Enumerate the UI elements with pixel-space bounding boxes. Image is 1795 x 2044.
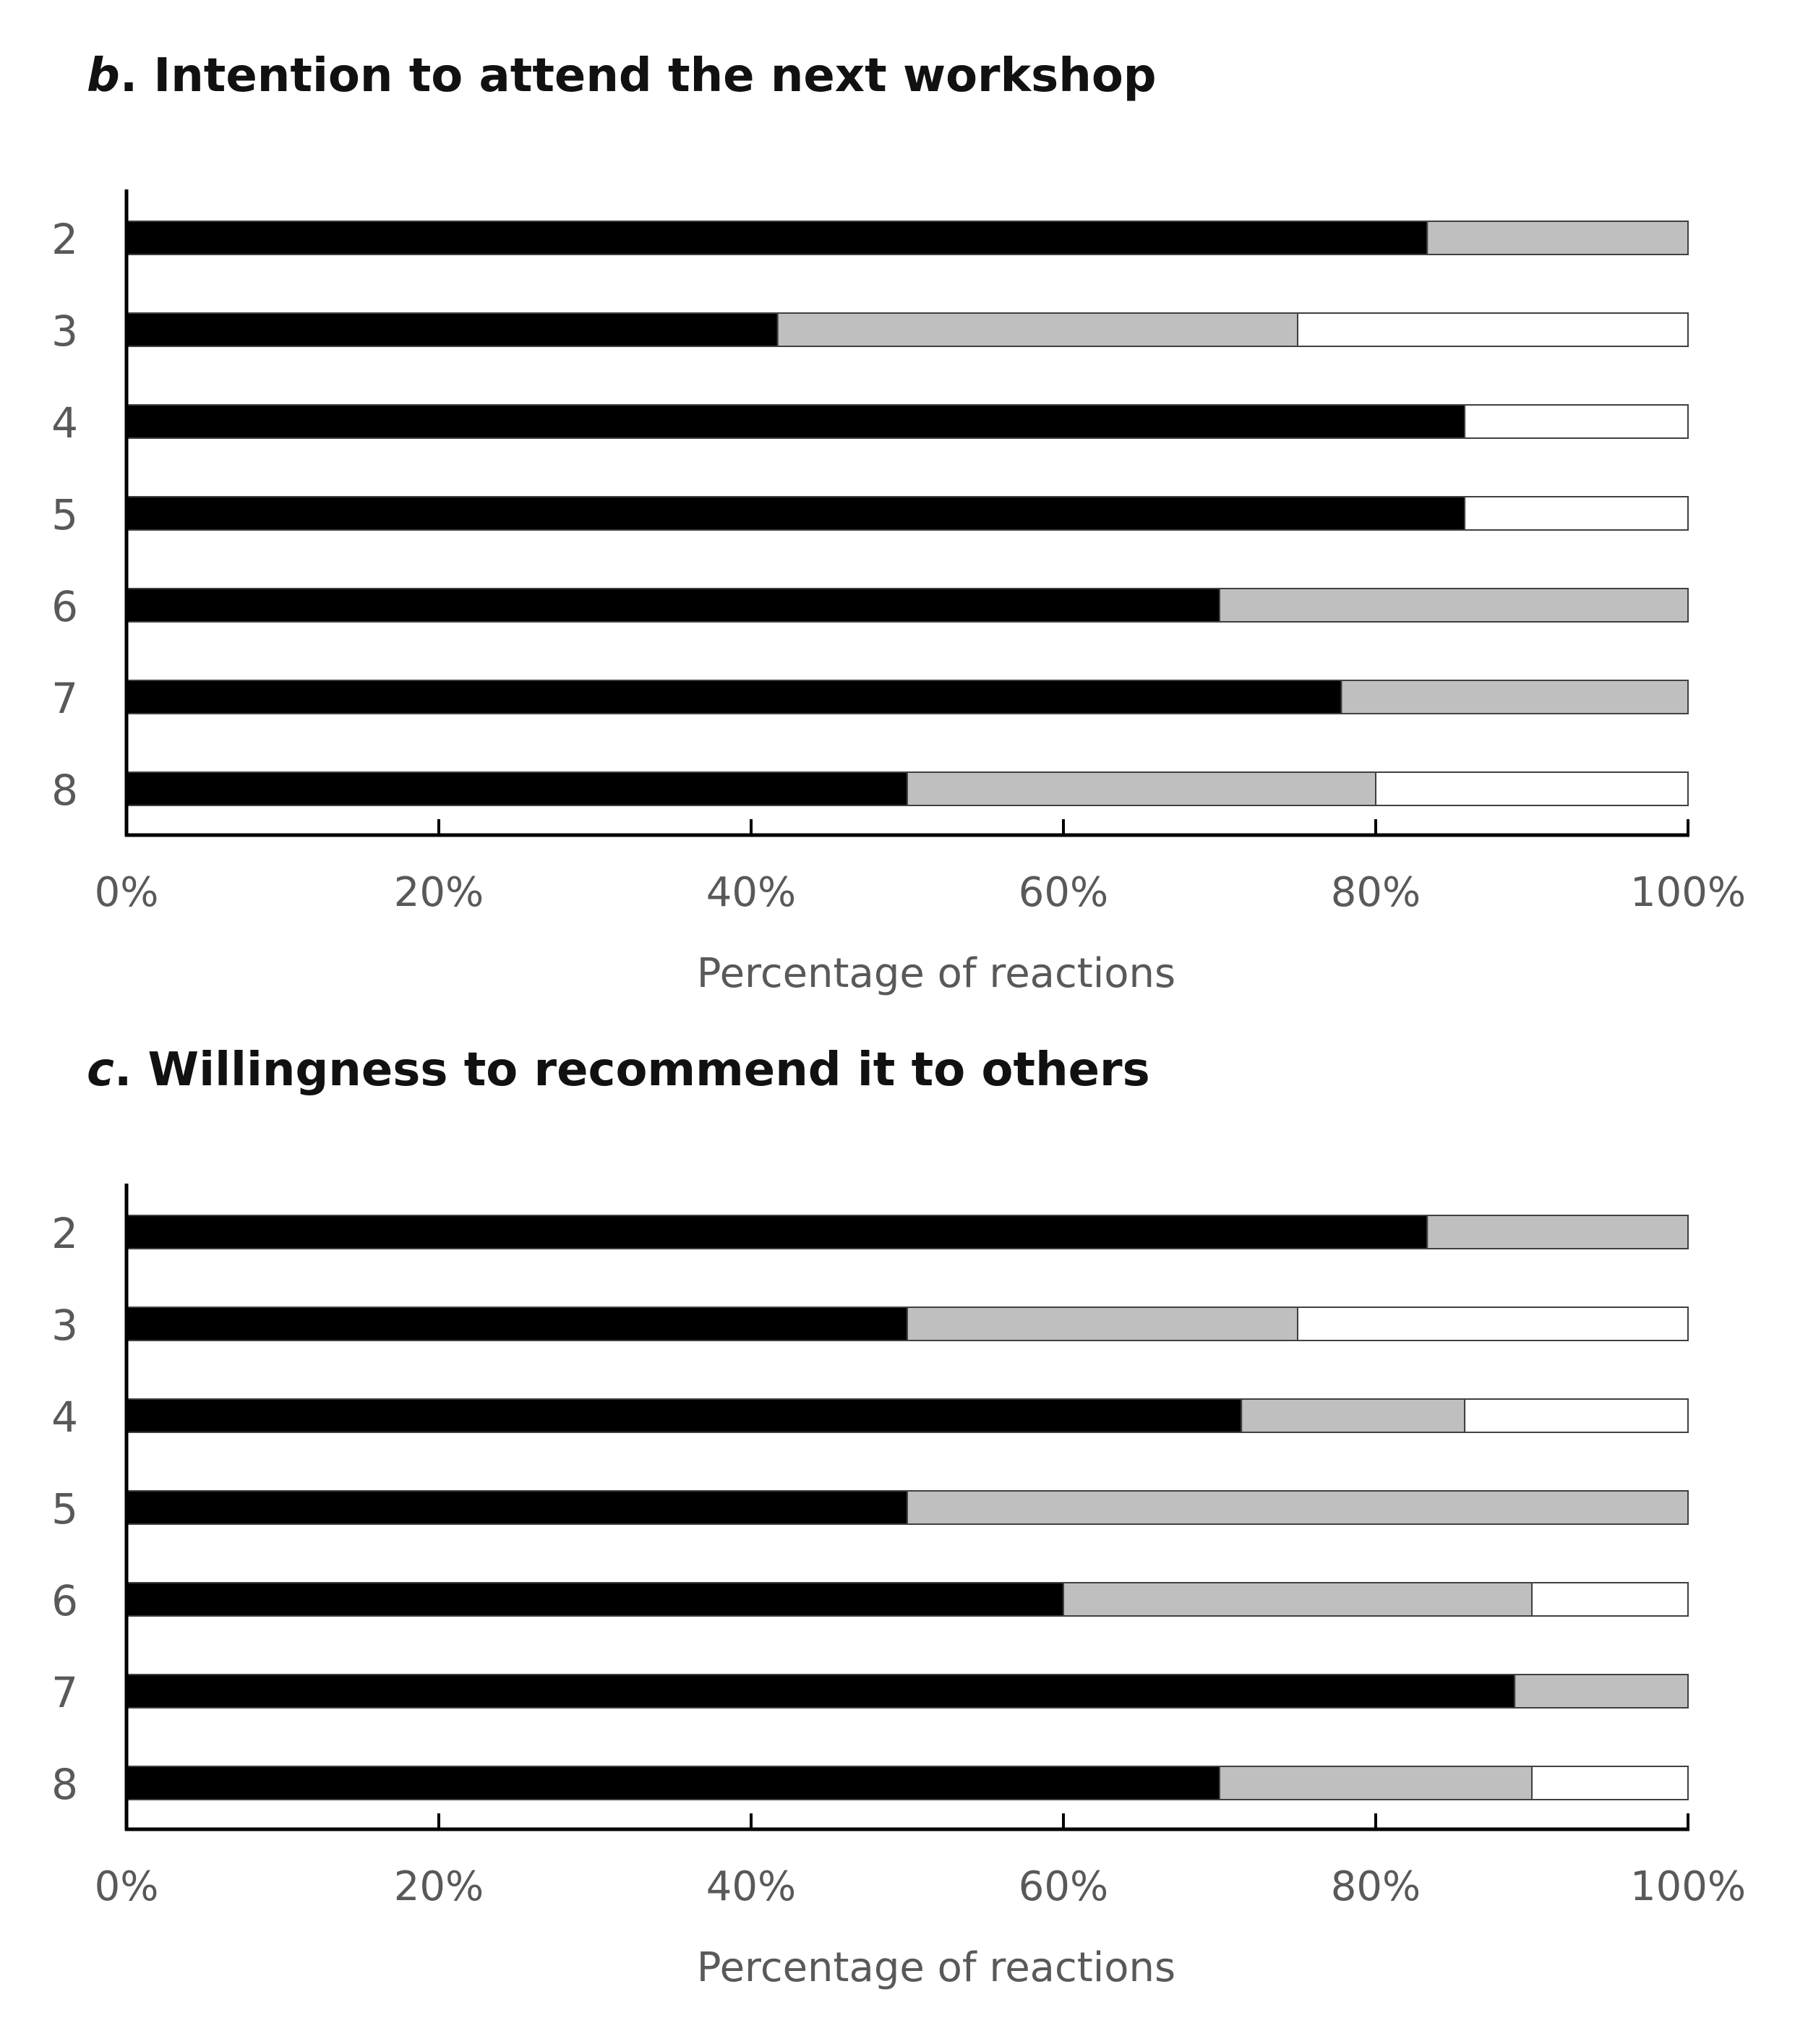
bar-row-4 — [126, 1398, 1689, 1433]
bar-segment-2-1 — [126, 221, 1428, 255]
bar-segment-4-3 — [1464, 404, 1689, 439]
bar-row-4 — [126, 404, 1689, 439]
y-tick-label: 8 — [51, 766, 78, 815]
bar-segment-2-1 — [126, 1215, 1428, 1249]
x-tick-label: 60% — [1019, 1863, 1108, 1910]
panel-letter: c — [87, 1043, 114, 1097]
x-tick-label: 40% — [706, 1863, 796, 1910]
bar-row-3 — [126, 312, 1689, 347]
x-axis-title: Percentage of reactions — [697, 1944, 1175, 1991]
y-tick-label: 3 — [51, 307, 78, 356]
y-tick-label: 3 — [51, 1301, 78, 1350]
bar-segment-5-1 — [126, 496, 1466, 531]
bar-segment-3-2 — [907, 1307, 1298, 1341]
bar-segment-3-1 — [126, 312, 779, 347]
y-tick-label: 5 — [51, 1484, 78, 1534]
bar-segment-8-3 — [1531, 1766, 1689, 1800]
x-tick-label: 20% — [394, 869, 484, 916]
y-tick-label: 4 — [51, 398, 78, 448]
bar-segment-3-3 — [1297, 1307, 1689, 1341]
bar-segment-7-1 — [126, 680, 1342, 714]
bar-row-8 — [126, 1766, 1689, 1800]
bar-segment-4-3 — [1464, 1398, 1689, 1433]
x-tick-label: 0% — [95, 1863, 159, 1910]
x-tick-label: 20% — [394, 1863, 484, 1910]
bar-segment-7-2 — [1514, 1674, 1689, 1709]
x-tick-label: 80% — [1331, 1863, 1421, 1910]
y-tick-label: 2 — [51, 215, 78, 264]
bar-row-6 — [126, 1582, 1689, 1617]
x-tick-label: 100% — [1630, 1863, 1746, 1910]
bar-segment-2-2 — [1426, 1215, 1689, 1249]
title-text: Willingness to recommend it to others — [147, 1043, 1150, 1097]
bar-segment-4-1 — [126, 404, 1466, 439]
bar-segment-6-1 — [126, 588, 1220, 623]
bar-row-7 — [126, 680, 1689, 714]
x-tick-label: 100% — [1630, 869, 1746, 916]
bar-segment-8-2 — [1219, 1766, 1533, 1800]
bar-segment-4-2 — [1241, 1398, 1466, 1433]
bar-row-8 — [126, 771, 1689, 806]
panel-b: b. Intention to attend the next workshop… — [0, 0, 1795, 1012]
panel-letter: b — [87, 49, 120, 103]
bar-segment-5-3 — [1464, 496, 1689, 531]
title-text: Intention to attend the next workshop — [153, 49, 1157, 103]
bar-segment-3-1 — [126, 1307, 908, 1341]
bar-row-2 — [126, 1215, 1689, 1249]
bar-row-5 — [126, 1490, 1689, 1525]
x-tick-label: 0% — [95, 869, 159, 916]
bar-segment-8-2 — [907, 771, 1376, 806]
x-tick-label: 60% — [1019, 869, 1108, 916]
bar-segment-7-2 — [1340, 680, 1689, 714]
bar-segment-3-2 — [776, 312, 1298, 347]
x-tick-label: 40% — [706, 869, 796, 916]
bar-segment-6-2 — [1063, 1582, 1533, 1617]
chart-title: b. Intention to attend the next workshop — [87, 49, 1157, 103]
panel-c: c. Willingness to recommend it to others… — [0, 994, 1795, 2044]
bar-segment-8-1 — [126, 771, 908, 806]
y-tick-label: 2 — [51, 1209, 78, 1258]
bar-row-6 — [126, 588, 1689, 623]
bar-row-2 — [126, 221, 1689, 255]
bar-segment-6-1 — [126, 1582, 1064, 1617]
bar-segment-6-2 — [1219, 588, 1689, 623]
y-tick-label: 5 — [51, 490, 78, 539]
y-tick-label: 4 — [51, 1393, 78, 1442]
y-tick-label: 6 — [51, 582, 78, 631]
bar-segment-7-1 — [126, 1674, 1516, 1709]
bar-segment-2-2 — [1426, 221, 1689, 255]
y-tick-label: 6 — [51, 1576, 78, 1625]
x-tick-label: 80% — [1331, 869, 1421, 916]
bar-segment-5-2 — [907, 1490, 1689, 1525]
bar-row-3 — [126, 1307, 1689, 1341]
bar-row-7 — [126, 1674, 1689, 1709]
chart-title: c. Willingness to recommend it to others — [87, 1043, 1150, 1097]
bar-segment-8-3 — [1375, 771, 1689, 806]
y-tick-label: 7 — [51, 1668, 78, 1717]
y-tick-label: 8 — [51, 1760, 78, 1809]
x-axis-title: Percentage of reactions — [697, 950, 1175, 997]
bar-segment-5-1 — [126, 1490, 908, 1525]
bar-segment-3-3 — [1297, 312, 1689, 347]
bar-segment-8-1 — [126, 1766, 1220, 1800]
bar-segment-4-1 — [126, 1398, 1243, 1433]
bar-segment-6-3 — [1531, 1582, 1689, 1617]
y-tick-label: 7 — [51, 674, 78, 723]
bar-row-5 — [126, 496, 1689, 531]
